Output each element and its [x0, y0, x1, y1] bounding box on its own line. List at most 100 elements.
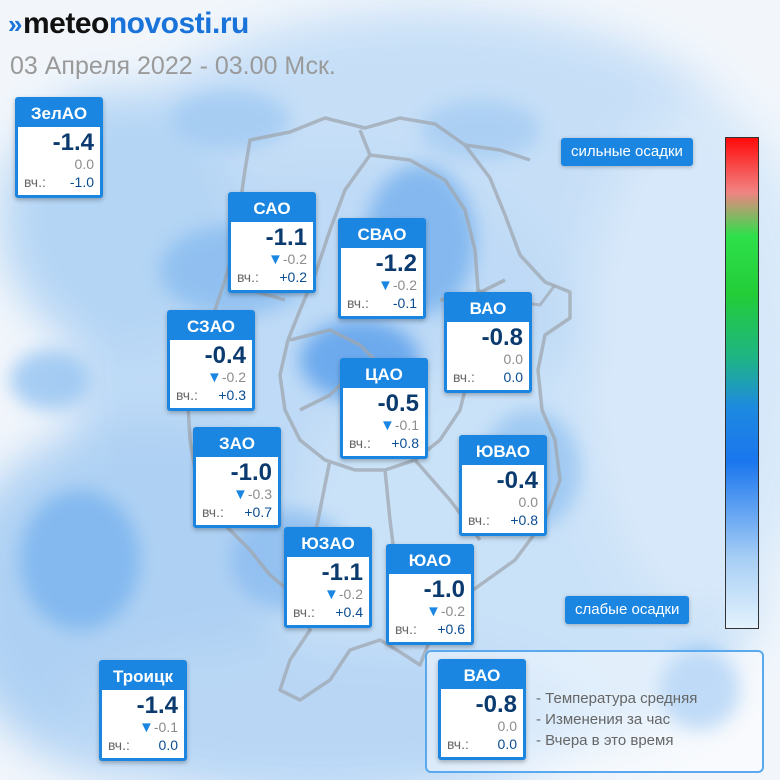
hourly-change: 0.0 [447, 718, 517, 735]
yesterday-label: вч.: [453, 369, 475, 385]
yesterday-label: вч.: [395, 621, 417, 637]
hourly-change: ▼-0.2 [347, 277, 417, 294]
district-card-zao: ЗАО -1.0 ▼-0.3 вч.: +0.7 [193, 427, 281, 528]
scale-label-heavy: сильные осадки [561, 138, 693, 166]
hourly-change-value: -0.2 [440, 603, 465, 619]
down-triangle-icon: ▼ [324, 586, 339, 603]
district-card-yuvao: ЮВАО -0.4 0.0 вч.: +0.8 [459, 435, 547, 536]
district-card-szao: СЗАО -0.4 ▼-0.2 вч.: +0.3 [167, 310, 255, 411]
district-name: ЮВАО [462, 438, 544, 465]
yesterday-value: 0.0 [497, 736, 517, 752]
temperature-value: -0.8 [475, 691, 517, 718]
hourly-change: ▼-0.2 [395, 603, 465, 620]
temperature-value: -1.2 [375, 250, 417, 277]
yesterday-row: вч.: -1.0 [24, 173, 94, 191]
legend-item-yesterday: - Вчера в это время [536, 732, 674, 749]
district-name: ЗелАО [18, 100, 100, 127]
temperature-value: -1.1 [321, 559, 363, 586]
legend-item-hourly-change: - Изменения за час [536, 711, 671, 728]
yesterday-label: вч.: [202, 504, 224, 520]
district-card-zelao: ЗелАО -1.4 0.0 вч.: -1.0 [15, 97, 103, 198]
hourly-change: ▼-0.1 [349, 417, 419, 434]
district-card-svao: СВАО -1.2 ▼-0.2 вч.: -0.1 [338, 218, 426, 319]
hourly-change-value: 0.0 [74, 156, 94, 172]
yesterday-value: +0.3 [218, 387, 246, 403]
temperature-value: -0.8 [481, 324, 523, 351]
logo-text-novosti: novosti.ru [108, 7, 250, 40]
hourly-change-value: -0.1 [153, 719, 178, 735]
temperature-value: -1.4 [136, 692, 178, 719]
hourly-change: 0.0 [24, 156, 94, 173]
scale-label-light: слабые осадки [565, 596, 690, 624]
yesterday-value: -0.1 [392, 295, 417, 311]
yesterday-row: вч.: +0.8 [468, 511, 538, 529]
district-name: ВАО [447, 295, 529, 322]
yesterday-row: вч.: 0.0 [453, 368, 523, 386]
district-card-yuzao: ЮЗАО -1.1 ▼-0.2 вч.: +0.4 [284, 527, 372, 628]
district-name: ЮАО [389, 547, 471, 574]
district-name: СЗАО [170, 313, 252, 340]
down-triangle-icon: ▼ [268, 251, 283, 268]
forecast-datetime: 03 Апреля 2022 - 03.00 Мск. [10, 52, 336, 80]
chevron-mark-icon: » [8, 9, 22, 39]
yesterday-label: вч.: [447, 736, 469, 752]
district-card-troitsk: Троицк -1.4 ▼-0.1 вч.: 0.0 [99, 660, 187, 761]
yesterday-row: вч.: +0.4 [293, 603, 363, 621]
down-triangle-icon: ▼ [233, 486, 248, 503]
legend-item-avg-temp: - Температура средняя [536, 690, 698, 707]
down-triangle-icon: ▼ [139, 719, 154, 736]
hourly-change-value: 0.0 [497, 718, 517, 734]
district-card-sao: САО -1.1 ▼-0.2 вч.: +0.2 [228, 192, 316, 293]
yesterday-label: вч.: [468, 512, 490, 528]
yesterday-row: вч.: +0.3 [176, 386, 246, 404]
down-triangle-icon: ▼ [378, 277, 393, 294]
yesterday-label: вч.: [24, 174, 46, 190]
temperature-value: -1.1 [265, 224, 307, 251]
yesterday-label: вч.: [108, 737, 130, 753]
district-name: ЮЗАО [287, 530, 369, 557]
temperature-value: -0.4 [204, 342, 246, 369]
hourly-change-value: -0.2 [282, 251, 307, 267]
yesterday-value: +0.6 [437, 621, 465, 637]
yesterday-row: вч.: +0.8 [349, 434, 419, 452]
yesterday-label: вч.: [237, 269, 259, 285]
yesterday-row: вч.: 0.0 [447, 735, 517, 753]
district-name: Троицк [102, 663, 184, 690]
yesterday-value: +0.4 [335, 604, 363, 620]
district-name: ЗАО [196, 430, 278, 457]
district-name: САО [231, 195, 313, 222]
district-name: ВАО [441, 662, 523, 689]
hourly-change-value: -0.2 [392, 277, 417, 293]
district-card-vao: ВАО -0.8 0.0 вч.: 0.0 [444, 292, 532, 393]
yesterday-value: +0.7 [244, 504, 272, 520]
yesterday-value: 0.0 [503, 369, 523, 385]
yesterday-value: -1.0 [69, 174, 94, 190]
hourly-change-value: 0.0 [518, 494, 538, 510]
yesterday-row: вч.: 0.0 [108, 736, 178, 754]
yesterday-value: +0.8 [391, 435, 419, 451]
yesterday-label: вч.: [176, 387, 198, 403]
precipitation-color-scale [725, 137, 759, 629]
temperature-value: -1.0 [423, 576, 465, 603]
hourly-change-value: -0.2 [221, 369, 246, 385]
down-triangle-icon: ▼ [207, 369, 222, 386]
yesterday-value: 0.0 [158, 737, 178, 753]
district-name: ЦАО [343, 361, 425, 388]
yesterday-label: вч.: [349, 435, 371, 451]
temperature-value: -1.0 [230, 459, 272, 486]
yesterday-row: вч.: +0.2 [237, 268, 307, 286]
hourly-change: ▼-0.1 [108, 719, 178, 736]
site-logo[interactable]: »meteonovosti.ru [8, 6, 249, 42]
hourly-change: ▼-0.2 [176, 369, 246, 386]
district-card-cao: ЦАО -0.5 ▼-0.1 вч.: +0.8 [340, 358, 428, 459]
logo-text-meteo: meteo [22, 7, 109, 40]
hourly-change: ▼-0.3 [202, 486, 272, 503]
district-name: СВАО [341, 221, 423, 248]
district-card-yuao: ЮАО -1.0 ▼-0.2 вч.: +0.6 [386, 544, 474, 645]
down-triangle-icon: ▼ [380, 417, 395, 434]
hourly-change-value: -0.2 [338, 586, 363, 602]
yesterday-row: вч.: +0.6 [395, 620, 465, 638]
hourly-change-value: 0.0 [503, 351, 523, 367]
hourly-change: 0.0 [453, 351, 523, 368]
hourly-change-value: -0.1 [394, 417, 419, 433]
